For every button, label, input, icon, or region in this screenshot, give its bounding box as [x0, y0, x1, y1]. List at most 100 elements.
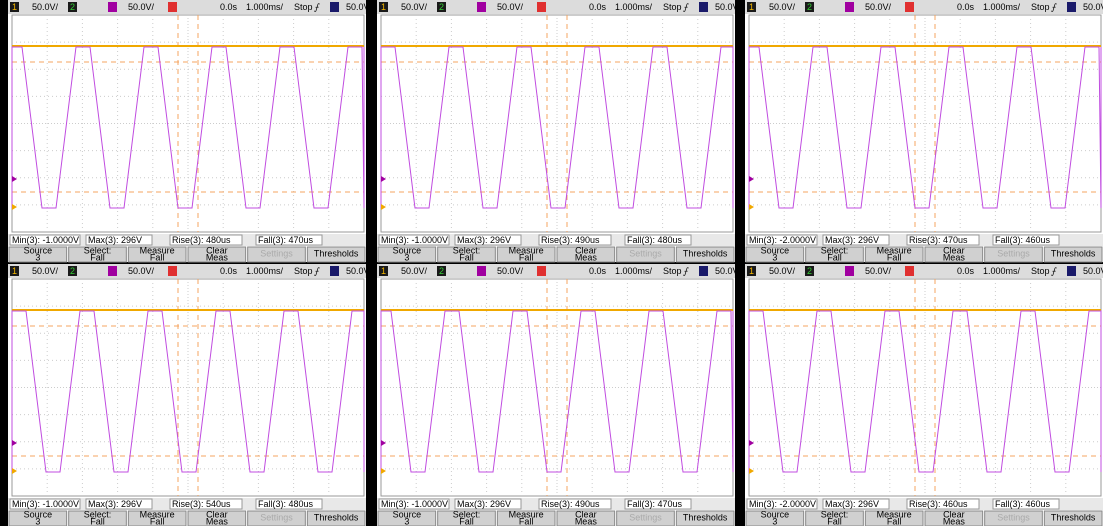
measurement: Fall(3): 480us	[627, 235, 683, 245]
softkey-label: 3	[404, 252, 409, 262]
measurement: Fall(3): 470us	[258, 235, 314, 245]
ch4-badge	[905, 2, 914, 12]
softkey-label: Meas	[206, 252, 229, 262]
measurement: Min(3): -1.0000V	[381, 499, 448, 509]
header-run-state: Stop	[294, 266, 313, 276]
softkey-label: 3	[35, 516, 40, 526]
header-time-offset: 0.0s	[220, 266, 238, 276]
measurement: Fall(3): 460us	[995, 499, 1051, 509]
measurement: Max(3): 296V	[88, 499, 142, 509]
screen-grid: 12⨍50.0V/50.0V/0.0s1.000ms/Stop50.0VMin(…	[0, 0, 1103, 526]
header-ch2-scale: 50.0V/	[865, 266, 892, 276]
softkey-label: Settings	[260, 512, 293, 522]
measurement: Max(3): 296V	[457, 499, 511, 509]
ch2-label: 2	[70, 2, 75, 12]
ch1-label: 1	[749, 266, 754, 276]
softkey-label: Settings	[629, 512, 662, 522]
measurement: Fall(3): 480us	[258, 499, 314, 509]
measurement: Min(3): -1.0000V	[12, 499, 79, 509]
measurement: Min(3): -1.0000V	[381, 235, 448, 245]
ch3-badge	[108, 2, 117, 12]
softkey-label: Thresholds	[683, 512, 728, 522]
ch2-label: 2	[439, 2, 444, 12]
header-trig-level: 50.0V	[715, 2, 739, 12]
measurement: Rise(3): 490us	[541, 499, 600, 509]
header-run-state: Stop	[294, 2, 313, 12]
softkey-label: Settings	[260, 248, 293, 258]
measurement: Max(3): 296V	[825, 235, 879, 245]
header-ch2-scale: 50.0V/	[497, 2, 524, 12]
softkey-label: Fall	[150, 516, 165, 526]
ch2-label: 2	[70, 266, 75, 276]
ch3-badge	[108, 266, 117, 276]
ch1-label: 1	[749, 2, 754, 12]
softkey-label: Meas	[943, 252, 966, 262]
softkey-label: Thresholds	[314, 248, 359, 258]
ch3-badge	[845, 2, 854, 12]
trig-badge	[330, 2, 339, 12]
trig-badge	[699, 266, 708, 276]
header-timebase: 1.000ms/	[983, 2, 1021, 12]
softkey-label: Fall	[90, 252, 105, 262]
header-ch1-scale: 50.0V/	[769, 266, 796, 276]
ch4-badge	[537, 266, 546, 276]
scope-panel: 12⨍50.0V/50.0V/0.0s1.000ms/Stop50.0VMin(…	[745, 264, 1103, 526]
ch1-label: 1	[381, 2, 386, 12]
softkey-label: Meas	[575, 252, 598, 262]
trig-badge	[1067, 2, 1076, 12]
ch4-badge	[168, 266, 177, 276]
header-time-offset: 0.0s	[957, 266, 975, 276]
header-timebase: 1.000ms/	[615, 266, 653, 276]
header-ch1-scale: 50.0V/	[401, 2, 428, 12]
ch2-label: 2	[439, 266, 444, 276]
header-run-state: Stop	[1031, 2, 1050, 12]
header-time-offset: 0.0s	[220, 2, 238, 12]
softkey-label: Settings	[997, 248, 1030, 258]
header-ch1-scale: 50.0V/	[769, 2, 796, 12]
softkey-label: Fall	[90, 516, 105, 526]
measurement: Max(3): 296V	[457, 235, 511, 245]
header-trig-level: 50.0V	[1083, 2, 1103, 12]
header-trig-level: 50.0V	[346, 266, 370, 276]
scope-panel: 12⨍50.0V/50.0V/0.0s1.000ms/Stop50.0VMin(…	[745, 0, 1103, 262]
header-trig-level: 50.0V	[1083, 266, 1103, 276]
softkey-label: 3	[404, 516, 409, 526]
softkey-label: Fall	[887, 252, 902, 262]
header-timebase: 1.000ms/	[246, 2, 284, 12]
measurement: Min(3): -1.0000V	[12, 235, 79, 245]
softkey-label: Fall	[519, 252, 534, 262]
softkey-label: Thresholds	[1051, 512, 1096, 522]
measurement: Min(3): -2.0000V	[749, 499, 816, 509]
header-time-offset: 0.0s	[589, 266, 607, 276]
header-ch2-scale: 50.0V/	[128, 266, 155, 276]
softkey-label: Settings	[997, 512, 1030, 522]
softkey-label: Thresholds	[314, 512, 359, 522]
measurement: Rise(3): 540us	[172, 499, 231, 509]
measurement: Rise(3): 480us	[172, 235, 231, 245]
header-ch1-scale: 50.0V/	[401, 266, 428, 276]
ch1-label: 1	[12, 2, 17, 12]
softkey-label: Meas	[206, 516, 229, 526]
header-ch2-scale: 50.0V/	[128, 2, 155, 12]
header-run-state: Stop	[663, 2, 682, 12]
softkey-label: Meas	[943, 516, 966, 526]
header-ch2-scale: 50.0V/	[865, 2, 892, 12]
softkey-label: Settings	[629, 248, 662, 258]
softkey-label: Fall	[150, 252, 165, 262]
ch1-label: 1	[12, 266, 17, 276]
measurement: Rise(3): 470us	[909, 235, 968, 245]
header-timebase: 1.000ms/	[246, 266, 284, 276]
softkey-label: Fall	[827, 516, 842, 526]
ch4-badge	[537, 2, 546, 12]
trig-badge	[1067, 266, 1076, 276]
header-timebase: 1.000ms/	[983, 266, 1021, 276]
softkey-label: Fall	[459, 516, 474, 526]
measurement: Rise(3): 490us	[541, 235, 600, 245]
ch3-badge	[845, 266, 854, 276]
softkey-label: Thresholds	[683, 248, 728, 258]
measurement: Rise(3): 460us	[909, 499, 968, 509]
ch2-label: 2	[807, 266, 812, 276]
